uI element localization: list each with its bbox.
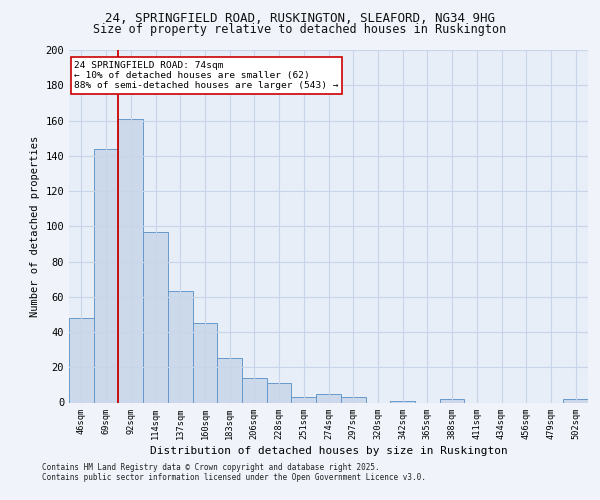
- Bar: [69, 318, 94, 402]
- Text: Size of property relative to detached houses in Ruskington: Size of property relative to detached ho…: [94, 24, 506, 36]
- Bar: [292, 397, 316, 402]
- Bar: [143, 232, 168, 402]
- Bar: [316, 394, 341, 402]
- Y-axis label: Number of detached properties: Number of detached properties: [30, 136, 40, 317]
- Bar: [193, 323, 217, 402]
- Bar: [242, 378, 267, 402]
- Bar: [563, 399, 588, 402]
- Text: Contains public sector information licensed under the Open Government Licence v3: Contains public sector information licen…: [42, 472, 426, 482]
- Bar: [94, 148, 118, 402]
- Bar: [168, 292, 193, 403]
- X-axis label: Distribution of detached houses by size in Ruskington: Distribution of detached houses by size …: [149, 446, 508, 456]
- Bar: [118, 118, 143, 403]
- Text: 24, SPRINGFIELD ROAD, RUSKINGTON, SLEAFORD, NG34 9HG: 24, SPRINGFIELD ROAD, RUSKINGTON, SLEAFO…: [105, 12, 495, 26]
- Bar: [440, 399, 464, 402]
- Text: Contains HM Land Registry data © Crown copyright and database right 2025.: Contains HM Land Registry data © Crown c…: [42, 462, 380, 471]
- Bar: [267, 383, 292, 402]
- Bar: [217, 358, 242, 403]
- Bar: [390, 400, 415, 402]
- Text: 24 SPRINGFIELD ROAD: 74sqm
← 10% of detached houses are smaller (62)
88% of semi: 24 SPRINGFIELD ROAD: 74sqm ← 10% of deta…: [74, 60, 338, 90]
- Bar: [341, 397, 365, 402]
